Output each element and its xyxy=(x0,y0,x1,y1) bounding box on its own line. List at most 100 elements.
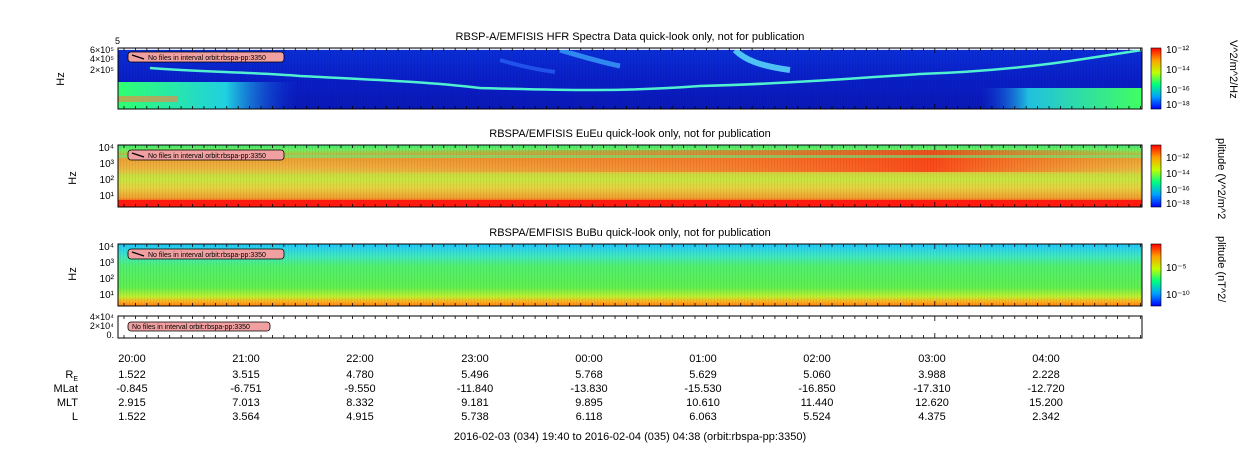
ephemeris-value: 6.063 xyxy=(689,411,717,423)
bubu-no-files-text: No files in interval orbit:rbspa-pp:3350 xyxy=(148,252,266,259)
hfr-upper-hybrid-line xyxy=(149,48,1143,92)
eueu-title: RBSPA/EMFISIS EuEu quick-look only, not … xyxy=(489,128,770,140)
bubu-no-files-note: No files in interval orbit:rbspa-pp:3350 xyxy=(127,248,285,260)
bubu-texture xyxy=(118,244,1142,306)
empty-panel: 4×10⁴ 2×10⁴ 0. No files in interval orbi… xyxy=(90,312,1143,340)
ephemeris-value: 15.200 xyxy=(1029,397,1063,409)
row-label-mlat: MLat xyxy=(54,383,78,395)
ephemeris-value: 3.988 xyxy=(918,369,946,381)
ephemeris-value: -15.530 xyxy=(684,383,721,395)
ephemeris-value: 4.375 xyxy=(918,411,946,423)
eueu-no-files-note: No files in interval orbit:rbspa-pp:3350 xyxy=(127,149,285,161)
eueu-ytick-1e4: 10⁴ xyxy=(99,143,114,154)
bubu-cbar-tick-1: 10⁻¹⁰ xyxy=(1166,290,1190,301)
bubu-ytick-1e4: 10⁴ xyxy=(99,242,114,253)
hfr-emission-arc-3 xyxy=(499,58,556,74)
ephemeris-value: 5.524 xyxy=(803,411,831,423)
bubu-ytick-1e3: 10³ xyxy=(100,258,115,269)
hfr-low-left-hot xyxy=(118,96,178,102)
time-label-4: 00:00 xyxy=(575,353,603,365)
eueu-frame xyxy=(117,144,1143,208)
time-label-2: 22:00 xyxy=(346,353,374,365)
eueu-ytick-1e1: 10¹ xyxy=(100,191,115,202)
ephemeris-value: 1.522 xyxy=(118,369,146,381)
eueu-cbar-label: plitude (V^2/m^2 xyxy=(1215,138,1227,219)
ephemeris-table: 20:00 21:00 22:00 23:00 00:00 01:00 02:0… xyxy=(54,353,1065,443)
hfr-ytick-6e5: 6×10⁵ xyxy=(90,45,114,55)
time-axis-ticks xyxy=(123,48,1141,338)
bubu-title: RBSPA/EMFISIS BuBu quick-look only, not … xyxy=(489,227,770,239)
ephemeris-value: 1.522 xyxy=(118,411,146,423)
eueu-ytick-1e2: 10² xyxy=(100,175,115,186)
eueu-line-2 xyxy=(118,174,1142,176)
empty-ytick-2e4: 2×10⁴ xyxy=(90,321,114,331)
footer-time-range: 2016-02-03 (034) 19:40 to 2016-02-04 (03… xyxy=(454,431,806,443)
ephemeris-value: -9.550 xyxy=(344,383,375,395)
hfr-frame xyxy=(117,47,1143,110)
ephemeris-value: -11.840 xyxy=(457,383,494,395)
ephemeris-value: 12.620 xyxy=(915,397,949,409)
hfr-ylabel: Hz xyxy=(55,72,67,85)
hfr-cbar-tick-3: 10⁻¹⁸ xyxy=(1166,100,1190,111)
hfr-title: RBSP-A/EMFISIS HFR Spectra Data quick-lo… xyxy=(456,31,805,43)
ephemeris-value: 2.915 xyxy=(118,397,146,409)
eueu-colorbar: 10⁻¹² 10⁻¹⁴ 10⁻¹⁶ 10⁻¹⁸ plitude (V^2/m^2 xyxy=(1150,138,1227,219)
ephemeris-values: 1.522 3.515 4.780 5.496 5.768 5.629 5.060 3.988… xyxy=(116,369,1064,423)
ephemeris-value: -16.850 xyxy=(798,383,835,395)
empty-ytick-4e4: 4×10⁴ xyxy=(90,312,114,322)
bubu-ylabel: Hz xyxy=(67,267,79,280)
ephemeris-value: 10.610 xyxy=(686,397,720,409)
hfr-cbar-tick-1: 10⁻¹⁴ xyxy=(1166,65,1190,76)
hfr-no-files-note: No files in interval orbit:rbspa-pp:3350 xyxy=(127,51,285,63)
hfr-colorbar: 10⁻¹² 10⁻¹⁴ 10⁻¹⁶ 10⁻¹⁸ V^2/m^2/Hz xyxy=(1150,40,1239,111)
ephemeris-value: 6.118 xyxy=(576,411,603,423)
hfr-cbar-tick-0: 10⁻¹² xyxy=(1166,45,1190,56)
ephemeris-value: 3.515 xyxy=(232,369,260,381)
eueu-ytick-1e3: 10³ xyxy=(100,159,115,170)
hfr-cbar-label: V^2/m^2/Hz xyxy=(1227,40,1239,99)
time-label-1: 21:00 xyxy=(232,353,260,365)
bubu-frame xyxy=(117,243,1143,307)
time-label-8: 04:00 xyxy=(1032,353,1060,365)
eueu-line-1 xyxy=(118,155,1142,158)
hfr-low-left-emission xyxy=(118,82,298,109)
eueu-cbar-tick-1: 10⁻¹⁴ xyxy=(1166,169,1190,180)
hfr-ytick-4e5: 4×10⁵ xyxy=(90,54,114,64)
time-label-6: 02:00 xyxy=(803,353,831,365)
eueu-low-band xyxy=(118,200,1142,207)
eueu-ylabel: Hz xyxy=(67,171,79,184)
ephemeris-value: -0.845 xyxy=(116,383,147,395)
bubu-ytick-1e2: 10² xyxy=(100,274,115,285)
ephemeris-value: -6.751 xyxy=(230,383,261,395)
ephemeris-value: 5.496 xyxy=(461,369,489,381)
ephemeris-value: 2.228 xyxy=(1032,369,1060,381)
hfr-low-right-emission xyxy=(980,88,1142,109)
hfr-emission-arc-1 xyxy=(559,47,621,69)
bubu-cbar-tick-0: 10⁻⁵ xyxy=(1166,263,1187,274)
hfr-emission-arc-2 xyxy=(732,47,791,73)
hfr-panel: RBSP-A/EMFISIS HFR Spectra Data quick-lo… xyxy=(55,31,1239,111)
ephemeris-value: 9.181 xyxy=(461,397,489,409)
ephemeris-value: 3.564 xyxy=(232,411,260,423)
ephemeris-value: 5.060 xyxy=(803,369,831,381)
empty-ytick-0: 0. xyxy=(106,330,114,340)
ephemeris-value: 2.342 xyxy=(1032,411,1060,423)
ephemeris-value: 5.768 xyxy=(575,369,603,381)
empty-no-files-text: No files in interval orbit:rbspa-pp:3350 xyxy=(132,324,250,331)
ephemeris-value: 11.440 xyxy=(801,397,834,409)
eueu-cbar-tick-2: 10⁻¹⁶ xyxy=(1166,185,1190,196)
time-label-3: 23:00 xyxy=(461,353,489,365)
eueu-cbar-tick-3: 10⁻¹⁸ xyxy=(1166,199,1190,210)
time-label-5: 01:00 xyxy=(689,353,717,365)
hfr-ytick-2e5: 2×10⁵ xyxy=(90,65,114,75)
bubu-colorbar: 10⁻⁵ 10⁻¹⁰ plitude (nT^2/ xyxy=(1150,236,1227,307)
row-label-mlt: MLT xyxy=(57,397,78,409)
eueu-no-files-text: No files in interval orbit:rbspa-pp:3350 xyxy=(148,153,266,160)
hfr-ytick-top: 5 xyxy=(115,36,120,46)
bubu-ytick-1e1: 10¹ xyxy=(100,290,115,301)
ephemeris-value: -17.310 xyxy=(913,383,950,395)
eueu-panel: RBSPA/EMFISIS EuEu quick-look only, not … xyxy=(67,128,1227,219)
time-label-7: 03:00 xyxy=(918,353,946,365)
bubu-panel: RBSPA/EMFISIS BuBu quick-look only, not … xyxy=(67,227,1227,307)
